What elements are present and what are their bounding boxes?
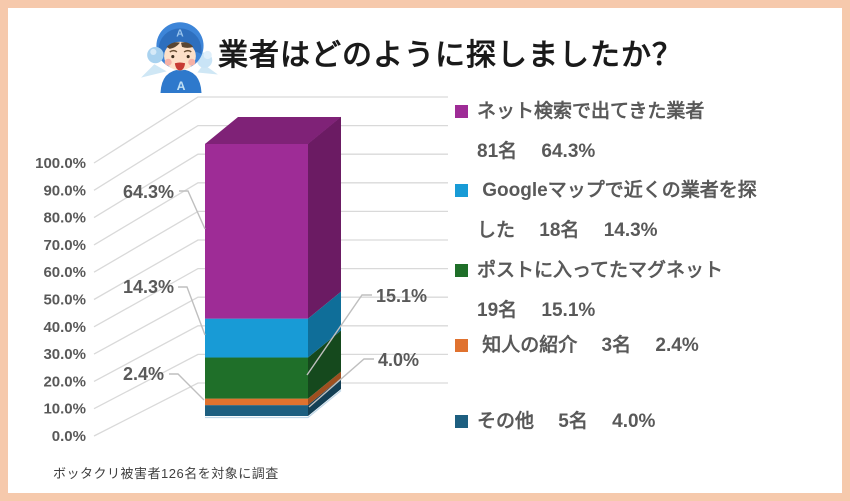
legend-item: ネット検索で出てきた業者 81名 64.3%: [455, 92, 847, 172]
data-label: 4.0%: [378, 350, 419, 370]
bar-segment-front: [205, 357, 308, 399]
y-axis-tick-label: 20.0%: [43, 373, 86, 390]
y-axis-tick-label: 30.0%: [43, 346, 86, 363]
y-axis-tick-label: 0.0%: [52, 428, 86, 445]
y-axis-tick-label: 90.0%: [43, 182, 86, 199]
gridline: [93, 325, 448, 382]
bar-segment-front: [205, 318, 308, 358]
floor-edge: [205, 390, 342, 419]
bar-segment-front: [205, 405, 308, 416]
legend-label: その他 5名 4.0%: [477, 411, 656, 432]
leader-line: [169, 373, 205, 401]
data-label: 14.3%: [123, 277, 174, 297]
svg-text:A: A: [176, 29, 184, 40]
data-label: 15.1%: [376, 286, 427, 306]
leader-line: [308, 358, 374, 408]
legend-label: ネット検索で出てきた業者 81名 64.3%: [477, 101, 705, 162]
legend-swatch-icon: [455, 184, 468, 197]
bar-segment-side: [308, 330, 341, 399]
survey-footnote: ボッタクリ被害者126名を対象に調査: [53, 466, 279, 481]
y-axis-tick-label: 100.0%: [35, 155, 86, 172]
legend-item: 知人の紹介 3名 2.4%: [455, 326, 847, 366]
gridline: [93, 182, 448, 246]
legend-swatch-icon: [455, 339, 468, 352]
legend-swatch-icon: [455, 415, 468, 428]
stacked-column-chart: 100.0% 90.0% 80.0% 70.0% 60.0% 50.0% 40.0% 30.0…: [35, 96, 448, 445]
legend-label: ポストに入ってたマグネット 19名 15.1%: [477, 260, 724, 321]
y-axis-tick-label: 10.0%: [43, 401, 86, 418]
legend-label: Googleマップで近くの業者を探 した 18名 14.3%: [477, 180, 757, 241]
y-axis-tick-label: 80.0%: [43, 210, 86, 227]
y-axis-tick-label: 60.0%: [43, 264, 86, 281]
leader-line: [179, 190, 206, 230]
bar-top-face: [205, 117, 341, 144]
data-label: 64.3%: [123, 182, 174, 202]
gridline: [93, 239, 448, 301]
legend-label: 知人の紹介 3名 2.4%: [477, 335, 699, 356]
legend-item: Googleマップで近くの業者を探 した 18名 14.3%: [455, 171, 847, 251]
legend-item: その他 5名 4.0%: [455, 402, 847, 442]
gridline: [93, 210, 448, 273]
gridline: [93, 96, 448, 164]
gridline: [93, 353, 448, 410]
bar-segment-side: [308, 291, 341, 358]
bar-segment-side: [308, 116, 341, 319]
svg-text:A: A: [177, 79, 186, 93]
leader-line: [178, 286, 206, 336]
y-axis-tick-label: 40.0%: [43, 319, 86, 336]
legend-swatch-icon: [455, 105, 468, 118]
bar-segment-front: [205, 398, 308, 406]
y-axis-tick-label: 70.0%: [43, 237, 86, 254]
bar-segment-front: [205, 143, 308, 319]
gridline: [93, 153, 448, 219]
chart-legend: ネット検索で出てきた業者 81名 64.3% Googleマップで近くの業者を探し…: [455, 8, 847, 501]
gridline: [93, 124, 448, 191]
legend-item: ポストに入ってたマグネット 19名 15.1%: [455, 251, 847, 331]
data-label: 2.4%: [123, 364, 164, 384]
page-title: 業者はどのように探しましたか？: [218, 39, 683, 72]
y-axis-tick-label: 50.0%: [43, 292, 86, 309]
gridline: [93, 382, 448, 437]
bar-segment-side: [308, 371, 341, 406]
bar-segment-side: [308, 378, 341, 416]
leader-line: [306, 294, 372, 376]
legend-swatch-icon: [455, 264, 468, 277]
content-panel: A A 業者はどのように探しましたか？ 100.0% 90.0% 80.0% 70.0…: [8, 8, 842, 493]
mascot-avatar-icon: A A: [141, 22, 218, 93]
gridline: [93, 296, 448, 355]
gridline: [93, 267, 448, 328]
